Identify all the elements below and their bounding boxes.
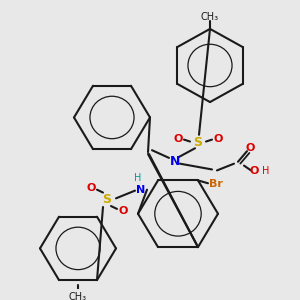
Text: S: S <box>194 136 202 149</box>
Text: O: O <box>118 206 128 216</box>
Text: Br: Br <box>209 179 223 189</box>
Text: O: O <box>86 183 96 193</box>
Text: CH₃: CH₃ <box>69 292 87 300</box>
Text: O: O <box>173 134 183 144</box>
Text: O: O <box>245 143 255 153</box>
Text: H: H <box>134 173 142 183</box>
Text: O: O <box>249 167 259 176</box>
Text: S: S <box>103 193 112 206</box>
Text: CH₃: CH₃ <box>201 12 219 22</box>
Text: N: N <box>136 185 146 195</box>
Text: H: H <box>262 167 270 176</box>
Text: N: N <box>170 155 180 168</box>
Text: O: O <box>213 134 223 144</box>
